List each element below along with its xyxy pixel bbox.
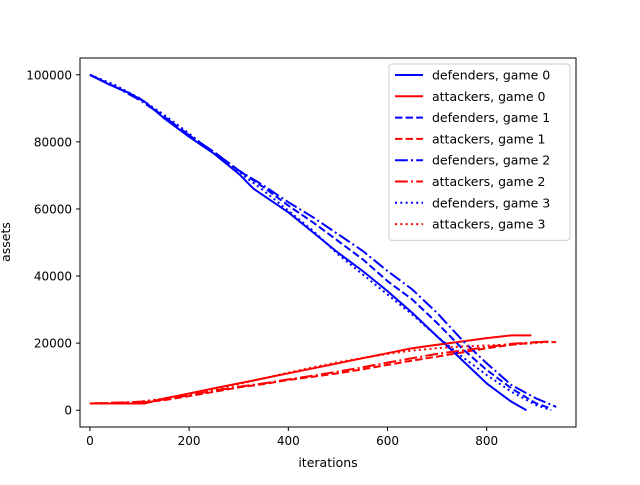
series-line-4 [89, 73, 557, 408]
series-lines [89, 73, 557, 412]
legend-label-2: defenders, game 1 [432, 110, 550, 125]
legend-label-0: defenders, game 0 [432, 68, 550, 83]
y-tick-label: 100000 [26, 68, 72, 82]
legend-label-3: attackers, game 1 [432, 131, 545, 146]
x-tick-label: 200 [178, 434, 201, 448]
y-tick-label: 60000 [34, 202, 72, 216]
series-line-5 [89, 341, 557, 405]
x-tick-label: 0 [86, 434, 94, 448]
x-tick-label: 600 [376, 434, 399, 448]
series-line-6 [89, 73, 552, 412]
y-tick-label: 40000 [34, 270, 72, 284]
legend-label-6: defenders, game 3 [432, 195, 550, 210]
x-tick-label: 800 [475, 434, 498, 448]
legend: defenders, game 0 attackers, game 0 defend… [388, 63, 571, 241]
x-tick-label: 400 [277, 434, 300, 448]
axes: 0 200 400 600 800 0 20000 40000 60000 80000 100000 [26, 57, 577, 448]
y-tick-label: 20000 [34, 337, 72, 351]
legend-label-1: attackers, game 0 [432, 89, 546, 104]
legend-box [388, 63, 571, 241]
y-axis-label: assets [0, 222, 13, 262]
legend-label-4: defenders, game 2 [432, 153, 550, 168]
x-axis-label: iterations [298, 455, 357, 470]
plot-frame [79, 57, 577, 428]
y-tick-label: 80000 [34, 135, 72, 149]
series-line-7 [89, 340, 552, 405]
series-line-3 [89, 340, 552, 405]
legend-label-5: attackers, game 2 [432, 174, 545, 189]
legend-label-7: attackers, game 3 [432, 217, 545, 232]
y-tick-label: 0 [64, 404, 72, 418]
